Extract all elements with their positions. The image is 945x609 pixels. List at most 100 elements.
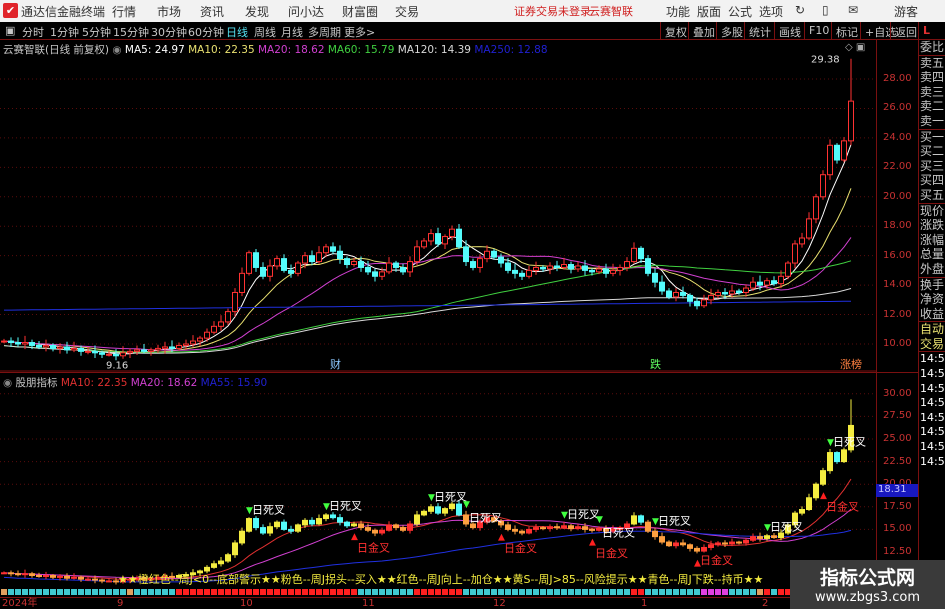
candle	[554, 265, 560, 268]
indicator-tick: 15.00	[883, 523, 912, 535]
btn-multi-stock[interactable]: 多股	[716, 22, 747, 40]
btn-draw[interactable]: 画线	[774, 22, 805, 40]
candle	[85, 350, 91, 353]
user-label[interactable]: 游客	[894, 5, 919, 19]
candle	[659, 536, 665, 543]
candle	[442, 508, 448, 514]
candle	[512, 528, 518, 532]
refresh-icon[interactable]: ↻	[795, 3, 806, 17]
period-weekly[interactable]: 周线	[254, 26, 276, 39]
candle	[463, 514, 469, 525]
btn-f10[interactable]: F10	[804, 22, 833, 40]
period-multi[interactable]: 多周期	[308, 26, 341, 39]
candle	[197, 337, 203, 342]
golden-cross-label: 日金叉	[357, 541, 390, 555]
candle	[337, 250, 343, 260]
btn-back[interactable]: 返回	[890, 22, 921, 40]
period-intraday[interactable]: 分时	[22, 26, 44, 39]
candle	[575, 265, 581, 270]
phase-block	[596, 589, 602, 595]
btn-overlay[interactable]: 叠加	[688, 22, 719, 40]
chart-tools-icon[interactable]: ◇ ▣	[845, 42, 866, 53]
candle	[148, 349, 154, 352]
candle	[813, 196, 819, 220]
ma-line	[3, 144, 852, 355]
menu-formula[interactable]: 公式	[728, 5, 753, 19]
period-monthly[interactable]: 月线	[281, 26, 303, 39]
menu-layout[interactable]: 版面	[697, 5, 722, 19]
quote-label: 买一	[919, 128, 945, 144]
phase-block	[134, 589, 140, 595]
menu-wealth[interactable]: 财富圈	[342, 5, 379, 19]
candle	[505, 262, 511, 271]
indicator-tick: 30.00	[883, 387, 912, 399]
menu-discover[interactable]: 发现	[245, 5, 270, 19]
phase-block	[554, 589, 560, 595]
trade-time: 14:56	[920, 396, 945, 410]
level-toggle[interactable]: L	[918, 22, 934, 40]
btn-add-watchlist[interactable]: +自选	[860, 22, 900, 40]
candle	[666, 541, 672, 547]
phase-block	[386, 589, 392, 595]
menu-ask[interactable]: 问小达	[288, 5, 325, 19]
btn-stats[interactable]: 统计	[744, 22, 775, 40]
candle	[155, 576, 161, 579]
phase-block	[533, 589, 539, 595]
period-5min[interactable]: 5分钟	[82, 26, 111, 39]
candle	[722, 542, 728, 545]
candle	[848, 100, 854, 142]
settings-icon[interactable]: ◉	[3, 377, 13, 389]
event-marker: 跌	[650, 357, 661, 371]
death-cross-label: 日死叉	[602, 527, 635, 540]
btn-adjust[interactable]: 复权	[660, 22, 691, 40]
indicator-tick: 12.50	[883, 546, 912, 557]
candle	[491, 517, 497, 522]
menu-function[interactable]: 功能	[666, 5, 691, 19]
menu-options[interactable]: 选项	[759, 5, 784, 19]
menu-markets[interactable]: 市场	[157, 5, 182, 19]
candle	[701, 546, 707, 552]
settings-icon[interactable]: ◉	[112, 44, 122, 56]
menu-trade[interactable]: 交易	[395, 5, 420, 19]
period-daily[interactable]: 日线	[226, 26, 248, 39]
period-60min[interactable]: 60分钟	[188, 26, 224, 39]
login-status[interactable]: 证券交易未登录	[514, 5, 591, 18]
price-chart[interactable]: 29.38 9.16 财 跌 涨榜	[0, 40, 876, 372]
candle	[22, 573, 28, 576]
btn-mark[interactable]: 标记	[831, 22, 862, 40]
stock-link[interactable]: 云赛智联	[589, 5, 633, 18]
sidebar-toggle-icon[interactable]: ▣	[5, 24, 16, 37]
candle	[309, 255, 315, 263]
phase-block	[778, 589, 784, 595]
phase-block	[43, 589, 49, 595]
phase-block	[267, 589, 273, 595]
phone-icon[interactable]: ▯	[822, 3, 829, 17]
candle	[99, 579, 105, 582]
mail-icon[interactable]: ✉	[848, 3, 859, 17]
candle	[288, 528, 294, 532]
golden-cross-label: 日金叉	[595, 546, 628, 560]
candle	[43, 575, 49, 578]
period-more[interactable]: 更多>	[344, 26, 376, 39]
candle	[680, 291, 686, 296]
phase-block	[232, 589, 238, 595]
indicator-tick: 20.00	[883, 478, 912, 489]
menu-market[interactable]: 行情	[112, 5, 137, 19]
candle	[568, 525, 574, 529]
phase-block	[687, 589, 693, 595]
phase-block	[337, 589, 343, 595]
phase-block	[92, 589, 98, 595]
period-1min[interactable]: 1分钟	[50, 26, 79, 39]
candle	[92, 350, 98, 354]
period-15min[interactable]: 15分钟	[113, 26, 149, 39]
period-30min[interactable]: 30分钟	[151, 26, 187, 39]
indicator-chart[interactable]: ▼ 日死叉 ▼ 日死叉▲日金叉▼ 日死叉▼日死叉▲日金叉▼ 日死叉▲日金叉▼日死叉▼ 日死叉…	[0, 373, 876, 609]
phase-block	[344, 589, 350, 595]
death-cross-arrow-icon: ▼	[561, 511, 568, 521]
candle	[204, 331, 210, 339]
candle	[211, 325, 217, 333]
candle	[106, 580, 112, 583]
quote-label: 买二	[920, 144, 945, 159]
golden-cross-arrow-icon: ▲	[694, 558, 701, 568]
menu-news[interactable]: 资讯	[200, 5, 225, 19]
